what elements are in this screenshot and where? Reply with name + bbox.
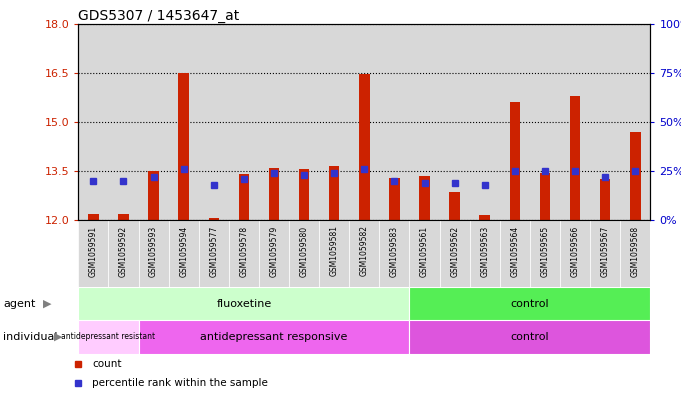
Bar <box>500 220 530 287</box>
Bar <box>409 24 440 220</box>
Text: GSM1059562: GSM1059562 <box>450 226 459 277</box>
Bar <box>530 220 560 287</box>
Text: fluoxetine: fluoxetine <box>217 299 272 309</box>
Bar <box>169 24 199 220</box>
Text: GSM1059565: GSM1059565 <box>541 226 550 277</box>
Bar <box>470 24 500 220</box>
Bar <box>620 220 650 287</box>
Bar <box>319 24 349 220</box>
Bar <box>630 132 641 220</box>
Text: individual: individual <box>3 332 58 342</box>
Bar <box>419 176 430 220</box>
Bar <box>138 24 169 220</box>
Text: GSM1059583: GSM1059583 <box>390 226 399 277</box>
Bar <box>440 24 470 220</box>
Bar <box>409 320 650 354</box>
Bar <box>359 74 370 220</box>
Text: GSM1059580: GSM1059580 <box>300 226 308 277</box>
Text: GSM1059564: GSM1059564 <box>510 226 520 277</box>
Bar <box>169 220 199 287</box>
Bar <box>540 173 550 220</box>
Text: GSM1059591: GSM1059591 <box>89 226 98 277</box>
Bar <box>289 24 319 220</box>
Bar <box>78 320 138 354</box>
Bar <box>259 24 289 220</box>
Text: GSM1059567: GSM1059567 <box>601 226 609 277</box>
Bar <box>199 24 229 220</box>
Text: GSM1059561: GSM1059561 <box>420 226 429 277</box>
Bar <box>138 320 409 354</box>
Text: antidepressant resistant: antidepressant resistant <box>61 332 155 342</box>
Bar <box>349 24 379 220</box>
Bar <box>259 220 289 287</box>
Bar <box>289 220 319 287</box>
Text: ▶: ▶ <box>54 332 62 342</box>
Text: control: control <box>511 332 550 342</box>
Bar <box>78 287 409 320</box>
Bar <box>108 220 138 287</box>
Text: antidepressant responsive: antidepressant responsive <box>200 332 348 342</box>
Text: control: control <box>511 299 550 309</box>
Bar <box>560 24 590 220</box>
Bar <box>199 220 229 287</box>
Text: count: count <box>92 358 121 369</box>
Text: GSM1059563: GSM1059563 <box>480 226 489 277</box>
Text: agent: agent <box>3 299 36 309</box>
Bar <box>500 24 530 220</box>
Bar <box>379 220 409 287</box>
Bar <box>440 220 470 287</box>
Bar <box>449 192 460 220</box>
Bar <box>138 220 169 287</box>
Bar <box>570 95 580 220</box>
Bar <box>600 179 610 220</box>
Text: GSM1059568: GSM1059568 <box>631 226 640 277</box>
Bar <box>479 215 490 220</box>
Bar <box>88 213 99 220</box>
Bar <box>329 166 340 220</box>
Text: GSM1059578: GSM1059578 <box>240 226 249 277</box>
Text: GSM1059593: GSM1059593 <box>149 226 158 277</box>
Bar <box>530 24 560 220</box>
Bar <box>319 220 349 287</box>
Bar <box>409 220 440 287</box>
Bar <box>409 287 650 320</box>
Bar <box>108 24 138 220</box>
Bar <box>148 171 159 220</box>
Bar <box>509 102 520 220</box>
Bar <box>620 24 650 220</box>
Bar <box>78 24 108 220</box>
Text: GSM1059582: GSM1059582 <box>360 226 369 276</box>
Text: GSM1059577: GSM1059577 <box>209 226 219 277</box>
Text: GSM1059592: GSM1059592 <box>119 226 128 277</box>
Bar <box>178 73 189 220</box>
Text: percentile rank within the sample: percentile rank within the sample <box>92 378 268 388</box>
Bar <box>349 220 379 287</box>
Bar <box>208 219 219 220</box>
Bar <box>590 220 620 287</box>
Bar <box>238 174 249 220</box>
Bar <box>269 168 279 220</box>
Text: ▶: ▶ <box>44 299 52 309</box>
Text: GDS5307 / 1453647_at: GDS5307 / 1453647_at <box>78 9 240 22</box>
Bar <box>299 169 309 220</box>
Text: GSM1059594: GSM1059594 <box>179 226 188 277</box>
Bar <box>229 24 259 220</box>
Bar <box>118 213 129 220</box>
Text: GSM1059579: GSM1059579 <box>270 226 279 277</box>
Bar <box>560 220 590 287</box>
Text: GSM1059566: GSM1059566 <box>571 226 580 277</box>
Bar <box>470 220 500 287</box>
Bar <box>389 178 400 220</box>
Bar <box>379 24 409 220</box>
Bar <box>229 220 259 287</box>
Bar <box>590 24 620 220</box>
Text: GSM1059581: GSM1059581 <box>330 226 338 276</box>
Bar <box>78 220 108 287</box>
